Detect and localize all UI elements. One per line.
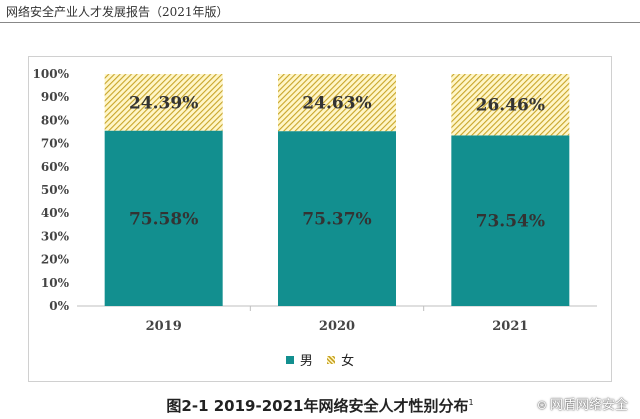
x-tick-label: 2019 [146, 319, 182, 334]
report-header: 网络安全产业人才发展报告（2021年版） [0, 0, 640, 23]
data-label: 24.63% [302, 94, 371, 114]
legend-item-male: 男 [285, 350, 313, 369]
watermark-text: 网盾网络安全 [549, 398, 628, 413]
bar-segment [104, 130, 223, 306]
legend-item-female: 女 [327, 350, 354, 369]
chart-legend: 男 女 [0, 350, 640, 369]
y-tick-label: 20% [41, 253, 70, 267]
legend-swatch-male [285, 355, 294, 364]
y-tick-label: 70% [41, 137, 70, 151]
legend-label-male: 男 [299, 354, 313, 369]
wechat-icon: ⊛ [536, 398, 547, 412]
y-tick-label: 30% [41, 229, 70, 243]
data-label: 75.58% [129, 209, 198, 229]
data-label: 73.54% [476, 212, 545, 232]
y-tick-label: 10% [41, 276, 70, 290]
y-tick-label: 40% [41, 206, 70, 220]
data-label: 75.37% [302, 210, 371, 230]
legend-label-female: 女 [341, 354, 355, 369]
bar-segment [278, 74, 396, 132]
report-title: 网络安全产业人才发展报告（2021年版） [6, 5, 229, 19]
y-tick-label: 50% [41, 183, 70, 197]
data-label: 24.39% [129, 93, 198, 113]
caption-text: 图2-1 2019-2021年网络安全人才性别分布 [166, 397, 469, 415]
bar-segment [278, 131, 396, 306]
y-tick-label: 90% [41, 90, 70, 104]
chart-frame: 0% 10% 20% 30% 40% 50% 60% 70% 80% 90% 100% 75.58% 2… [28, 56, 612, 382]
y-tick-label: 100% [33, 67, 70, 81]
x-tick-label: 2021 [492, 319, 528, 334]
figure-caption: 图2-1 2019-2021年网络安全人才性别分布1 [0, 395, 640, 416]
caption-footnote: 1 [468, 398, 474, 407]
y-tick-label: 0% [49, 299, 69, 313]
y-tick-label: 60% [41, 160, 70, 174]
stacked-bar-chart: 0% 10% 20% 30% 40% 50% 60% 70% 80% 90% 100% 75.58% 2… [33, 67, 597, 334]
data-label: 26.46% [476, 96, 545, 116]
bar-segment [104, 74, 223, 131]
bar-segment [451, 74, 570, 136]
legend-swatch-female [327, 355, 336, 364]
x-tick-label: 2020 [319, 319, 355, 334]
bar-segment [451, 135, 570, 306]
watermark: ⊛ 网盾网络安全 [537, 394, 628, 413]
y-tick-label: 80% [41, 113, 70, 127]
